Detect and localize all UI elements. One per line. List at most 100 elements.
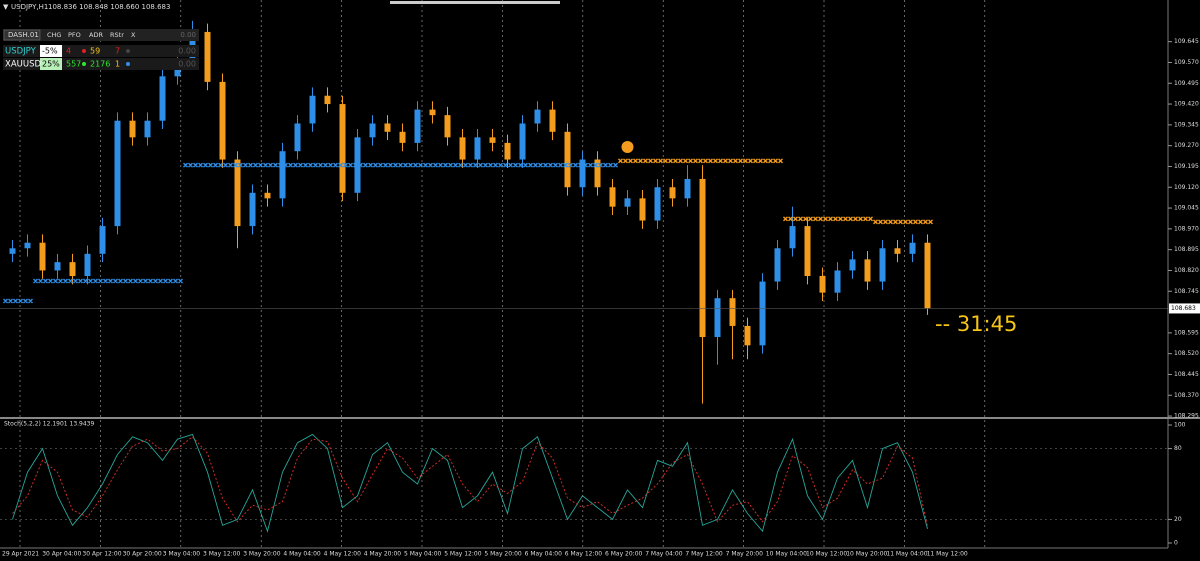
dash-header-value: 0.00 bbox=[180, 31, 196, 39]
candle-body bbox=[219, 81, 226, 160]
candle-body bbox=[24, 242, 31, 249]
dash-title-box[interactable] bbox=[3, 29, 41, 41]
candle-body bbox=[384, 123, 391, 132]
candle-body bbox=[699, 178, 706, 338]
candle-body bbox=[474, 137, 481, 160]
y-tick-label: 108.895 bbox=[1174, 246, 1199, 253]
candle-body bbox=[39, 242, 46, 271]
y-tick-label: 108.445 bbox=[1174, 371, 1199, 378]
candle-body bbox=[369, 123, 376, 138]
x-tick-label: 7 May 04:00 bbox=[645, 551, 683, 558]
dash-dot bbox=[82, 49, 86, 53]
candle-body bbox=[879, 248, 886, 282]
x-tick-label: 29 Apr 2021 bbox=[2, 551, 39, 558]
x-tick-label: 7 May 20:00 bbox=[726, 551, 764, 558]
dash-column[interactable]: RStr bbox=[110, 31, 124, 39]
candle-body bbox=[639, 198, 646, 221]
candle-body bbox=[459, 137, 466, 160]
x-tick-label: 4 May 12:00 bbox=[324, 551, 362, 558]
dash-column[interactable]: CHG bbox=[47, 31, 61, 39]
y-tick-label: 108.595 bbox=[1174, 329, 1199, 336]
x-tick-label: 10 May 04:00 bbox=[766, 551, 807, 558]
dash-dot bbox=[82, 62, 86, 66]
candle-body bbox=[294, 123, 301, 152]
x-tick-label: 3 May 04:00 bbox=[163, 551, 201, 558]
candle-body bbox=[69, 262, 76, 277]
y-tick-label: 20 bbox=[1174, 516, 1182, 523]
dash-cell: USDJPY bbox=[5, 47, 37, 57]
dash-dot bbox=[126, 49, 130, 53]
candle-body bbox=[429, 109, 436, 116]
dash-cell: 4 bbox=[66, 47, 71, 56]
y-tick-label: 108.745 bbox=[1174, 288, 1199, 295]
candle-body bbox=[714, 298, 721, 338]
x-tick-label: 3 May 20:00 bbox=[243, 551, 281, 558]
y-tick-label: 108.970 bbox=[1174, 225, 1199, 232]
candle-body bbox=[804, 226, 811, 277]
candle-body bbox=[894, 248, 901, 254]
dash-column[interactable]: PFO bbox=[68, 31, 81, 39]
x-tick-label: 4 May 04:00 bbox=[283, 551, 321, 558]
x-tick-label: 3 May 12:00 bbox=[203, 551, 241, 558]
dash-cell: 7 bbox=[115, 47, 120, 56]
current-price-box bbox=[1169, 303, 1200, 314]
candle-body bbox=[129, 120, 136, 138]
y-tick-label: 108.295 bbox=[1174, 413, 1199, 420]
candle-body bbox=[519, 123, 526, 160]
level-line bbox=[3, 298, 33, 304]
dash-cell: 2176 bbox=[90, 60, 110, 69]
candle-body bbox=[834, 270, 841, 293]
candle-body bbox=[684, 178, 691, 199]
candle-body bbox=[864, 259, 871, 282]
x-tick-label: 11 May 04:00 bbox=[886, 551, 927, 558]
candle-body bbox=[234, 159, 241, 227]
candle-body bbox=[399, 131, 406, 143]
x-tick-label: 10 May 20:00 bbox=[846, 551, 887, 558]
dash-column[interactable]: ADR bbox=[89, 31, 103, 39]
candle-body bbox=[54, 262, 61, 271]
dash-cell: XAUUSD bbox=[5, 60, 41, 70]
candle-body bbox=[204, 31, 211, 82]
candle-body bbox=[489, 137, 496, 143]
candle-body bbox=[909, 242, 916, 254]
x-tick-label: 11 May 12:00 bbox=[927, 551, 968, 558]
candle-body bbox=[744, 325, 751, 346]
grid bbox=[0, 0, 1168, 548]
level-line bbox=[33, 278, 183, 284]
scroll-bar[interactable] bbox=[390, 1, 560, 4]
y-tick-label: 0 bbox=[1174, 540, 1178, 547]
level-line bbox=[618, 158, 783, 164]
y-tick-label: 80 bbox=[1174, 445, 1182, 452]
signal-marker bbox=[621, 141, 634, 154]
x-tick-label: 4 May 20:00 bbox=[364, 551, 402, 558]
x-tick-label: 6 May 04:00 bbox=[525, 551, 563, 558]
candle-body bbox=[309, 95, 316, 124]
candle-body bbox=[534, 109, 541, 124]
dash-header bbox=[3, 29, 199, 41]
candle-body bbox=[654, 187, 661, 221]
candle-body bbox=[99, 226, 106, 254]
y-tick-label: 109.270 bbox=[1174, 142, 1199, 149]
dash-cell: -5% bbox=[42, 47, 58, 56]
candle-body bbox=[324, 95, 331, 105]
y-tick-label: 109.195 bbox=[1174, 163, 1199, 170]
x-tick-label: 6 May 12:00 bbox=[565, 551, 603, 558]
candle-body bbox=[504, 142, 511, 160]
ohlc: 108.836 108.848 108.660 108.683 bbox=[48, 3, 170, 11]
x-tick-label: 7 May 12:00 bbox=[685, 551, 723, 558]
candle-body bbox=[564, 131, 571, 188]
x-tick-label: 10 May 12:00 bbox=[806, 551, 847, 558]
candle-body bbox=[594, 159, 601, 188]
candle-body bbox=[264, 192, 271, 199]
y-tick-label: 109.570 bbox=[1174, 59, 1199, 66]
y-tick-label: 109.120 bbox=[1174, 184, 1199, 191]
dash-column[interactable]: X bbox=[131, 31, 136, 39]
candle-body bbox=[354, 137, 361, 193]
x-tick-label: 6 May 20:00 bbox=[605, 551, 643, 558]
stoch-title: Stoch(5,2,2) 12.1901 13.9439 bbox=[4, 421, 95, 428]
dash-cell: 25% bbox=[42, 60, 60, 69]
candle-body bbox=[729, 298, 736, 326]
y-tick-label: 100 bbox=[1174, 422, 1186, 429]
